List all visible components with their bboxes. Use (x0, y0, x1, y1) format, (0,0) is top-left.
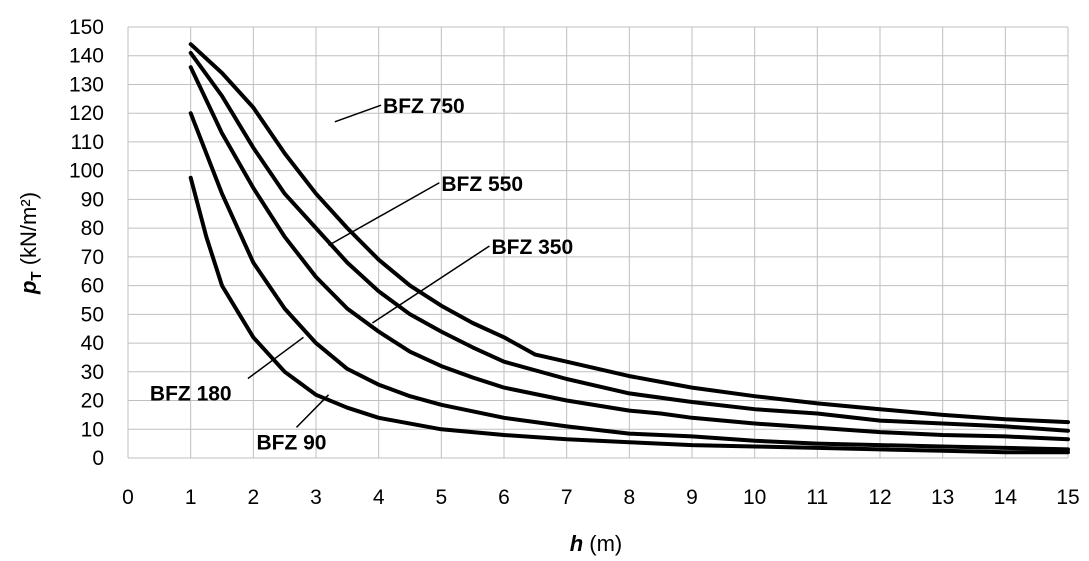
y-tick-label: 110 (71, 131, 104, 154)
leader-line-bfz-750 (334, 104, 382, 123)
x-tick-label: 14 (994, 486, 1018, 509)
series-label-bfz-350: BFZ 350 (491, 236, 573, 259)
x-tick-label: 8 (623, 486, 635, 509)
series-label-bfz-550: BFZ 550 (441, 173, 523, 196)
x-tick-label: 6 (498, 486, 510, 509)
y-tick-label: 40 (81, 332, 104, 355)
y-axis-title: pT (kN/m²) (16, 192, 45, 295)
series-label-bfz-180: BFZ 180 (150, 383, 232, 406)
leader-line-bfz-550 (328, 182, 440, 247)
y-tick-label: 70 (81, 246, 104, 269)
x-tick-label: 9 (686, 486, 698, 509)
x-tick-label: 10 (743, 486, 766, 509)
series-line-bfz-90 (188, 175, 1070, 455)
y-tick-label: 60 (81, 275, 104, 298)
y-tick-label: 100 (69, 160, 104, 183)
x-tick-label: 0 (122, 486, 134, 509)
leader-line-bfz-90 (295, 394, 330, 428)
grid (127, 26, 1069, 459)
y-tick-labels: 0 10 20 30 40 50 60 70 80 90 100 110 120 130 140 150 (69, 16, 104, 470)
x-tick-label: 2 (247, 486, 259, 509)
y-tick-label: 50 (81, 303, 104, 326)
leader-line-bfz-180 (247, 336, 304, 380)
y-tick-label: 10 (81, 418, 104, 441)
y-tick-label: 0 (92, 447, 104, 470)
leader-line-bfz-350 (371, 245, 490, 324)
y-tick-label: 90 (81, 188, 104, 211)
y-tick-label: 140 (69, 45, 104, 68)
series-line-bfz-350 (188, 65, 1070, 442)
series-label-bfz-90: BFZ 90 (256, 431, 326, 454)
y-axis-subscript: T (28, 271, 45, 280)
x-tick-label: 13 (931, 486, 954, 509)
series-line-bfz-750 (188, 42, 1070, 425)
x-axis-title: h (m) (570, 531, 623, 556)
series-line-bfz-550 (188, 50, 1070, 433)
y-tick-label: 30 (81, 361, 104, 384)
series-line-bfz-180 (188, 111, 1070, 452)
x-tick-label: 11 (806, 486, 828, 509)
x-tick-label: 12 (868, 486, 891, 509)
x-tick-labels: 0 1 2 3 4 5 6 7 8 9 10 11 12 13 14 15 (122, 486, 1080, 509)
x-tick-label: 5 (435, 486, 447, 509)
x-axis-symbol: h (570, 531, 583, 556)
y-tick-label: 130 (69, 73, 104, 96)
x-tick-label: 4 (373, 486, 385, 509)
series-label-bfz-750: BFZ 750 (383, 95, 465, 118)
x-tick-label: 7 (561, 486, 573, 509)
y-axis-unit: (kN/m²) (16, 192, 41, 271)
y-tick-label: 20 (81, 390, 104, 413)
x-tick-label: 3 (310, 486, 322, 509)
y-tick-label: 150 (69, 16, 104, 39)
y-tick-label: 80 (81, 217, 104, 240)
x-tick-label: 15 (1056, 486, 1079, 509)
series-labels: BFZ 750 BFZ 550 BFZ 350 BFZ 180 BFZ 90 (150, 95, 573, 454)
x-tick-label: 1 (185, 486, 197, 509)
x-axis-unit: (m) (583, 531, 622, 556)
y-tick-label: 120 (69, 102, 104, 125)
series-lines (188, 42, 1070, 455)
y-axis-symbol: p (16, 281, 41, 295)
